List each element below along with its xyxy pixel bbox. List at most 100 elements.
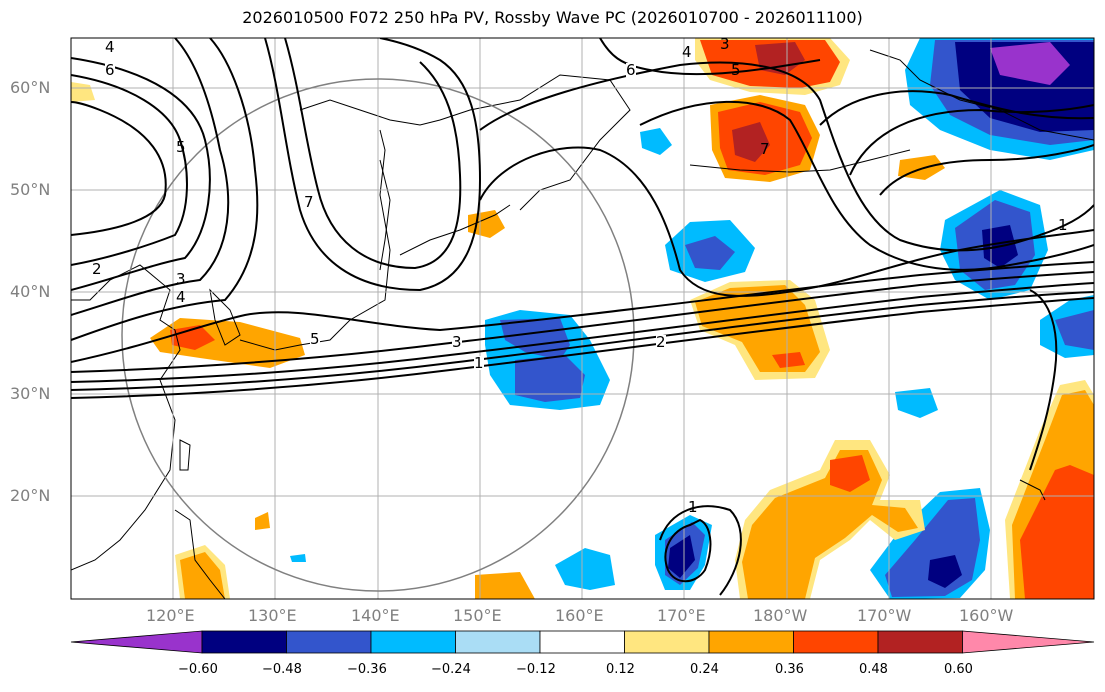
japan-coast [239,129,391,351]
neg-anomaly-158e-mid2 [515,355,585,402]
lon-label-170w: 170°W [857,606,912,625]
colorbar-extend-right [962,630,1095,654]
pv-contour-ne-a [479,61,1094,252]
neg-anomaly-east-edge-mid [1055,310,1094,350]
pv-contours [71,38,1094,596]
neg-anomaly-ne-purple [990,42,1070,85]
colorbar-tick: 0.12 [606,662,635,677]
kuril-chain [399,204,511,256]
contour-label: 1 [1058,216,1068,234]
pv-contour-low [659,505,742,596]
lon-label-170e: 170°E [657,606,706,625]
contour-label: 3 [452,333,462,351]
pv-contour-ne-c [819,90,1094,126]
contour-label: 7 [760,140,770,158]
coastlines [71,49,1094,599]
lon-label-160w: 160°W [959,606,1014,625]
pv-contour-west-a [71,57,211,291]
map-title: 2026010500 F072 250 hPa PV, Rossby Wave … [242,8,863,27]
lon-label-160e: 160°E [555,606,604,625]
contour-label: 6 [105,61,115,79]
contour-label: 1 [688,498,698,516]
pos-anomaly-small-1 [255,512,270,530]
neg-anomaly-small-1 [290,554,306,562]
colorbar-tick: −0.48 [262,662,302,677]
colorbar-tick: 0.24 [690,662,719,677]
colorbar-bin-7 [708,630,794,654]
lon-label-180w: 180°W [753,606,808,625]
neg-anomaly-172e-strong [668,535,695,578]
pos-anomaly-small-2 [475,572,535,599]
pv-contour-trough-1 [264,38,482,292]
contour-label: 5 [731,61,741,79]
contour-label: 5 [310,330,320,348]
contour-label: 6 [626,61,636,79]
taiwan-coast [179,439,191,471]
contour-label: 3 [720,35,730,53]
pos-anomaly-179e-mid [695,285,820,372]
lon-label-150e: 150°E [453,606,502,625]
neg-anomaly-172w [895,388,938,418]
pv-contour-west-c [71,101,167,236]
colorbar-tick: −0.36 [347,662,387,677]
colorbar-bin-8 [793,630,879,654]
contour-label: 4 [105,38,115,56]
pv-contour-west-b [71,74,188,266]
contour-label: 4 [682,43,692,61]
lon-label-140e: 140°E [351,606,400,625]
contour-label: 1 [474,354,484,372]
pv-contour-4 [71,261,1094,363]
colorbar-bin-4 [455,630,541,654]
colorbar-tick: −0.60 [178,662,218,677]
okhotsk-coast [299,99,441,126]
pos-anomaly-155w-strong [1020,465,1094,599]
colorbar-bin-5 [539,630,625,654]
colorbar-tick: −0.24 [431,662,471,677]
pv-contour-ne-d [849,104,1094,176]
pos-anomaly-178e-strong [732,122,770,162]
lon-label-120e: 120°E [146,606,195,625]
neg-anomaly-south-160w-strong [928,555,962,588]
pv-contour-6 [71,38,230,316]
pv-contour-3 [71,271,1094,373]
colorbar-bin-1 [201,630,287,654]
lat-label-50n: 50°N [10,180,51,199]
colorbar-bin-6 [624,630,710,654]
contour-label: 7 [304,193,314,211]
radius-circle [121,78,635,592]
pv-contour-ne-e [879,144,1094,196]
lon-label-130e: 130°E [248,606,297,625]
kamchatka-coast [439,74,631,211]
aleutian-chain [689,149,911,173]
pv-contour-1b [71,291,1094,391]
colorbar [70,630,1095,654]
pv-contour-ridge [479,146,1094,297]
pv-contour-trough-2 [284,38,462,270]
colorbar-bin-3 [370,630,456,654]
contour-label: 5 [176,138,186,156]
pv-contour-5 [71,38,259,341]
pv-contour-2 [71,282,1094,383]
philippines-coast [174,509,226,599]
plot-area [71,38,1094,599]
hawaii-coast [1019,479,1046,501]
contour-label: 3 [176,270,186,288]
lat-label-30n: 30°N [10,384,51,403]
colorbar-tick: 0.60 [944,662,973,677]
pv-contour-1 [71,297,1094,399]
pv-contour-north [599,38,821,76]
neg-anomaly-163e [555,548,615,590]
contour-label: 4 [176,288,186,306]
neg-anomaly-168e-mid [685,236,735,270]
colorbar-tick: 0.36 [775,662,804,677]
pos-anomaly-179e-strong [772,352,805,368]
neg-anomaly-165e-small [640,128,672,155]
pv-contour-ne-b [639,100,1094,271]
pos-anomaly-118e [71,82,95,102]
lat-label-60n: 60°N [10,78,51,97]
colorbar-tick: −0.12 [516,662,556,677]
sakhalin-coast [379,159,391,271]
contour-label: 2 [92,260,102,278]
lat-label-40n: 40°N [10,282,51,301]
